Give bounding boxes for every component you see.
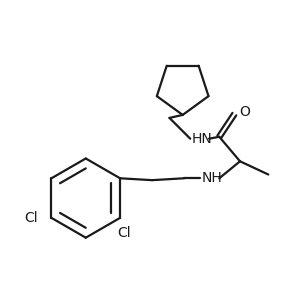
Text: NH: NH (201, 171, 222, 185)
Text: Cl: Cl (117, 226, 131, 240)
Text: O: O (239, 105, 250, 119)
Text: HN: HN (192, 132, 213, 146)
Text: Cl: Cl (25, 211, 38, 225)
